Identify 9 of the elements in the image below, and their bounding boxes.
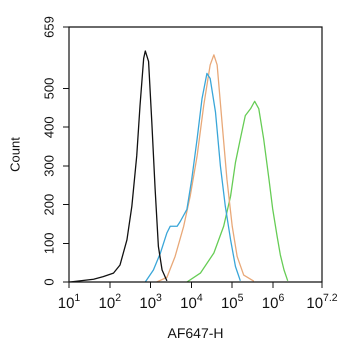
y-tick-label: 200 (42, 194, 57, 216)
y-tick-label: 100 (42, 232, 57, 254)
y-axis-title: Count (8, 136, 23, 172)
y-tick-label: 400 (42, 116, 57, 138)
y-tick-label: 300 (42, 155, 57, 177)
y-tick-label: 659 (42, 16, 57, 38)
y-tick-label: 500 (42, 78, 57, 100)
y-tick-label: 0 (42, 278, 57, 286)
x-axis-title: AF647-H (167, 324, 224, 341)
